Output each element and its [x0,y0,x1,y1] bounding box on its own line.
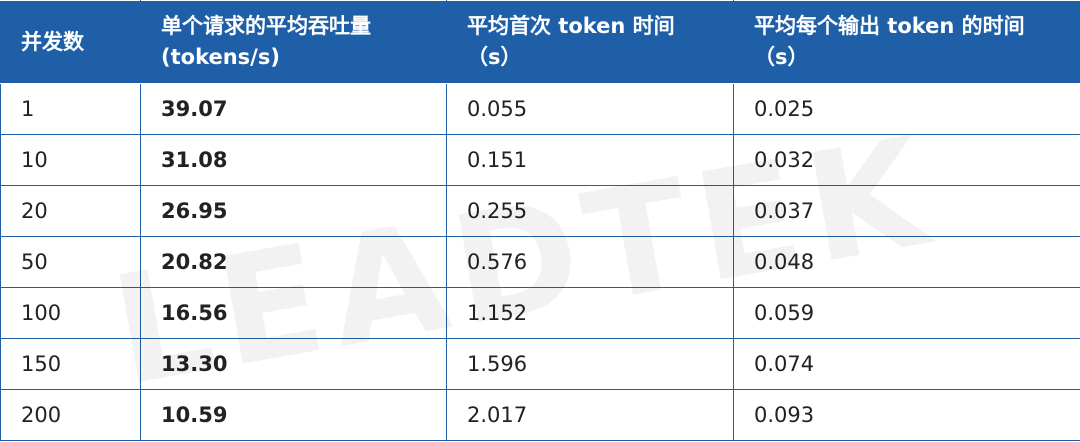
table-cell: 2.017 [446,389,734,441]
table-cell: 16.56 [140,287,447,339]
table-cell: 150 [0,338,141,390]
table-row: 100 16.56 1.152 0.059 [0,287,1080,339]
table-cell: 13.30 [140,338,447,390]
table-cell: 31.08 [140,134,447,186]
table-cell: 0.032 [733,134,1080,186]
header-row: 并发数 单个请求的平均吞吐量 (tokens/s) 平均首次 token 时间 （s… [0,0,1080,84]
table-cell: 0.093 [733,389,1080,441]
header-cell: 平均首次 token 时间 （s） [446,0,734,84]
header-cell: 单个请求的平均吞吐量 (tokens/s) [140,0,447,84]
table-cell: 0.048 [733,236,1080,288]
table-cell: 0.151 [446,134,734,186]
table-row: 20 26.95 0.255 0.037 [0,185,1080,237]
table-cell: 100 [0,287,141,339]
table-cell: 200 [0,389,141,441]
table-cell: 0.037 [733,185,1080,237]
table-cell: 0.055 [446,83,734,135]
table-row: 1 39.07 0.055 0.025 [0,83,1080,135]
table-cell: 39.07 [140,83,447,135]
table-cell: 0.074 [733,338,1080,390]
table-body: 1 39.07 0.055 0.025 10 31.08 0.151 0.032 20 26.95… [0,83,1080,441]
table-cell: 0.255 [446,185,734,237]
table-row: 50 20.82 0.576 0.048 [0,236,1080,288]
table-cell: 10.59 [140,389,447,441]
table-row: 200 10.59 2.017 0.093 [0,389,1080,441]
table-cell: 10 [0,134,141,186]
table-cell: 0.576 [446,236,734,288]
table-cell: 20.82 [140,236,447,288]
table-cell: 20 [0,185,141,237]
table-cell: 1.152 [446,287,734,339]
table-row: 10 31.08 0.151 0.032 [0,134,1080,186]
table-cell: 0.059 [733,287,1080,339]
table-cell: 1.596 [446,338,734,390]
header-cell: 平均每个输出 token 的时间 （s） [733,0,1080,84]
table-cell: 1 [0,83,141,135]
table-cell: 0.025 [733,83,1080,135]
header-cell: 并发数 [0,0,141,84]
table-cell: 26.95 [140,185,447,237]
table-row: 150 13.30 1.596 0.074 [0,338,1080,390]
table-cell: 50 [0,236,141,288]
